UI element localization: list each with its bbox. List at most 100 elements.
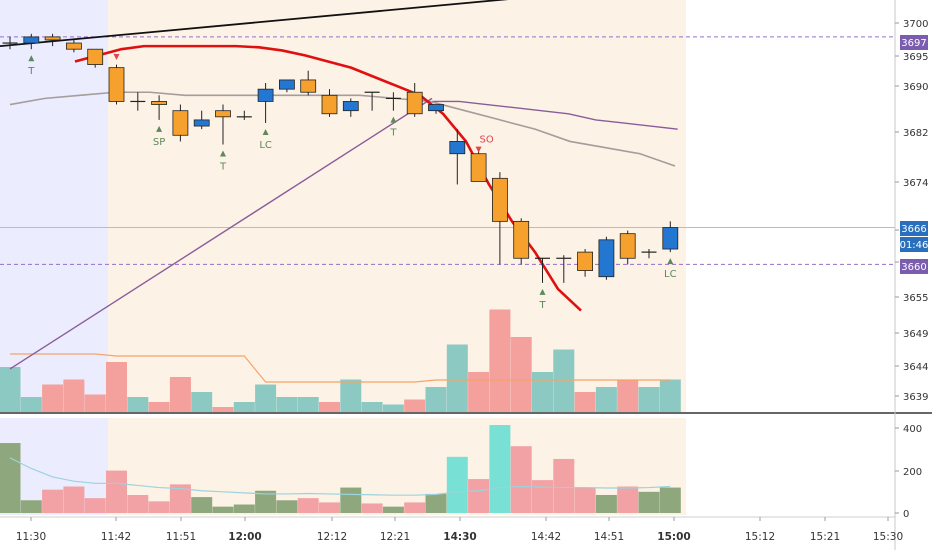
candle[interactable]: [577, 249, 593, 277]
candle[interactable]: [193, 110, 210, 130]
oscillator-ma-line: [9, 457, 671, 496]
candle[interactable]: [513, 218, 530, 265]
candle[interactable]: [108, 64, 125, 105]
candle[interactable]: [598, 236, 615, 280]
candle[interactable]: [321, 89, 338, 117]
level-low-label: 3660: [901, 262, 926, 273]
marker-label: LC: [259, 140, 272, 151]
oscillator-bar: [404, 502, 426, 513]
pre-session-background: [0, 0, 108, 412]
marker-label: SO: [479, 135, 493, 146]
marker-label: SP: [153, 137, 165, 148]
candle[interactable]: [23, 33, 40, 50]
time-tick-label: 12:12: [317, 531, 347, 543]
time-tick-label: 15:30: [873, 531, 903, 543]
candle[interactable]: [66, 39, 82, 53]
last-price-badge: 3666 01:46: [900, 221, 928, 252]
oscillator-bar: [191, 497, 213, 513]
candle[interactable]: [2, 36, 18, 50]
trend-line: [0, 0, 509, 48]
volume-bar: [595, 387, 617, 412]
candle[interactable]: [470, 150, 487, 182]
candle-body: [300, 79, 317, 93]
oscillator-bar: [127, 494, 149, 513]
candle[interactable]: [556, 255, 572, 283]
time-tick-label: 14:51: [594, 531, 624, 543]
oscillator-axis[interactable]: 400 200 0: [895, 424, 922, 520]
candle[interactable]: [619, 230, 636, 265]
candle[interactable]: [87, 48, 104, 68]
volume-bar: [63, 379, 85, 412]
osc-tick-label: 400: [903, 424, 922, 435]
candle[interactable]: [236, 110, 252, 120]
candle[interactable]: [364, 91, 380, 111]
candle[interactable]: [151, 95, 168, 120]
candle[interactable]: [257, 83, 274, 123]
marker-label: T: [27, 66, 35, 77]
oscillator-bar: [574, 487, 596, 513]
oscillator-bar: [276, 500, 298, 513]
session-background: [108, 0, 686, 412]
price-tick-label: 3639: [903, 392, 928, 403]
candle[interactable]: [172, 104, 189, 142]
volume-bar: [489, 309, 511, 412]
candle[interactable]: [300, 70, 317, 96]
oscillator-bar: [20, 500, 42, 513]
oscillator-bar: [84, 498, 106, 513]
volume-bar: [255, 384, 277, 412]
candle[interactable]: [491, 172, 508, 265]
time-tick-label: 11:51: [166, 531, 196, 543]
candle[interactable]: [215, 104, 231, 145]
oscillator-bar: [212, 506, 234, 513]
candle-body: [87, 48, 104, 65]
signal-marker: LC: [259, 128, 272, 151]
candle[interactable]: [44, 33, 61, 47]
oscillator-bar: [553, 458, 575, 513]
signal-marker: SP: [153, 125, 165, 148]
volume-bar: [169, 377, 191, 412]
candles[interactable]: [2, 33, 679, 283]
candle[interactable]: [342, 98, 359, 117]
marker-arrow-down: [113, 54, 120, 60]
signal-marker: T: [219, 150, 227, 173]
volume-bar: [532, 372, 553, 412]
candle[interactable]: [130, 92, 146, 111]
candle[interactable]: [428, 104, 444, 114]
volume-bar: [191, 392, 213, 412]
candle[interactable]: [662, 221, 679, 253]
candle[interactable]: [535, 257, 550, 283]
oscillator-bar: [233, 504, 255, 513]
volume-bar: [0, 367, 21, 412]
candle-body: [577, 251, 593, 271]
slow-ma-line: [432, 100, 678, 130]
oscillator-bar: [532, 480, 553, 513]
level-high-badge: 3697: [900, 35, 928, 50]
oscillator-bar: [319, 502, 340, 513]
marker-arrow-up: [390, 116, 397, 123]
candle-body: [193, 119, 210, 127]
candle-body: [215, 110, 231, 118]
candle[interactable]: [449, 129, 466, 185]
last-price-label: 3666: [901, 224, 926, 235]
price-tick-label: 3655: [903, 293, 928, 304]
candle[interactable]: [406, 83, 423, 117]
price-tick-label: 3674: [903, 178, 928, 189]
time-tick-label: 15:00: [657, 531, 690, 543]
volume-bar: [404, 399, 426, 412]
price-badges: 3697 3666 01:46 3660: [900, 35, 928, 274]
candle[interactable]: [278, 79, 295, 93]
volume-bar: [233, 402, 255, 412]
oscillator-bar: [659, 487, 681, 513]
candle-body: [257, 88, 274, 102]
volume-bar: [446, 344, 468, 412]
candle[interactable]: [641, 249, 657, 259]
candle-body: [44, 36, 61, 41]
time-axis[interactable]: 11:30 11:42 11:51 12:00 12:12 12:21 14:30 14:42…: [16, 517, 903, 543]
candle[interactable]: [385, 92, 401, 111]
oscillator-bar: [0, 443, 21, 513]
volume-bar: [638, 387, 660, 412]
time-tick-label: 12:00: [228, 531, 261, 543]
rising-ma-line: [9, 97, 433, 370]
